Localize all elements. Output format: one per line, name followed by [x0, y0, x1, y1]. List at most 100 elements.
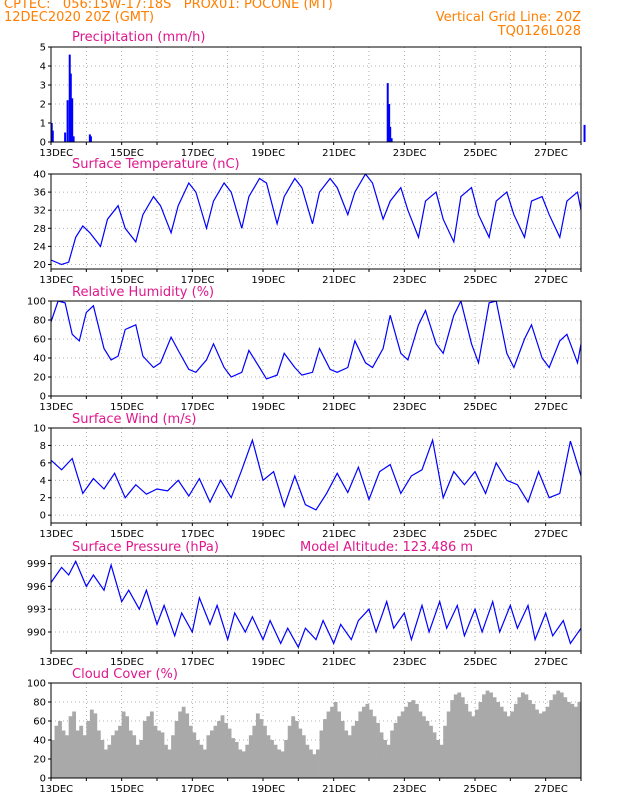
x-tick-label: 27DEC: [534, 275, 568, 286]
panel-title-humidity: Relative Humidity (%): [72, 285, 214, 300]
x-tick-label: 21DEC: [322, 529, 356, 540]
x-tick-label: 19DEC: [251, 275, 285, 286]
y-tick-label: 60: [33, 335, 46, 346]
x-tick-label: 17DEC: [181, 784, 215, 795]
panel-frame: [50, 682, 582, 779]
cloud-bar: [298, 728, 303, 778]
cloud-bar: [347, 735, 352, 778]
cloud-bar: [270, 740, 274, 778]
cloud-bar: [308, 749, 313, 778]
cloud-bar: [443, 725, 448, 778]
cloud-bar: [241, 751, 246, 778]
y-tick-label: 60: [33, 717, 46, 728]
cloud-bar: [365, 703, 370, 778]
y-tick-label: 28: [33, 224, 46, 235]
x-tick-label: 17DEC: [181, 275, 215, 286]
header-model-code: TQ0126L028: [497, 24, 581, 39]
cloud-bar: [61, 730, 66, 778]
cloud-bar: [326, 711, 331, 778]
panel-frame: [50, 300, 582, 397]
cloud-bar: [142, 721, 147, 778]
cloud-bar: [450, 700, 455, 778]
cloud-bar: [478, 702, 483, 778]
cloud-bar: [68, 716, 73, 778]
cloud-bar: [210, 730, 214, 778]
panel-title-wind: Surface Wind (m/s): [72, 412, 196, 427]
cloud-bar: [167, 749, 172, 778]
panel-wind: Surface Wind (m/s) 10 8 6 4 2 0 13DEC 15DEC 17DE…: [33, 412, 582, 540]
x-tick-label: 15DEC: [110, 148, 144, 159]
cloud-bar: [82, 735, 87, 778]
cloud-bar: [358, 711, 363, 778]
panel-frame: [50, 427, 582, 524]
x-tick-label: 23DEC: [393, 529, 427, 540]
y-tick-label: 100: [27, 297, 46, 308]
cloud-bar: [383, 740, 387, 778]
x-tick-label: 27DEC: [534, 402, 568, 413]
cloud-bar: [535, 709, 539, 778]
cloud-bar: [301, 735, 306, 778]
series-line-wind: [51, 437, 581, 511]
cloud-bar: [404, 706, 409, 778]
header-station-info: CPTEC: 056:15W-17:18S PROX01: POCONE (MT…: [4, 0, 333, 12]
cloud-bar: [58, 721, 62, 778]
y-tick-label: 5: [40, 43, 46, 54]
cloud-bar: [135, 744, 140, 778]
cloud-bar: [496, 702, 501, 778]
cloud-bar: [566, 702, 571, 778]
precip-bar: [72, 136, 75, 142]
cloud-bar: [153, 725, 158, 778]
cloud-bar: [414, 703, 419, 778]
x-tick-label: 21DEC: [322, 275, 356, 286]
x-tick-label: 27DEC: [534, 784, 568, 795]
cloud-bar: [369, 709, 373, 778]
y-tick-label: 24: [33, 242, 46, 253]
cloud-bar: [492, 697, 497, 778]
panel-title-temperature: Surface Temperature (nC): [72, 157, 240, 172]
cloud-bar: [259, 719, 264, 778]
cloud-bar: [234, 741, 239, 778]
y-tick-label: 0: [40, 511, 46, 522]
x-tick-label: 27DEC: [534, 657, 568, 668]
cloud-bar: [563, 697, 568, 778]
cloud-bar: [379, 732, 384, 778]
x-tick-label: 23DEC: [393, 402, 427, 413]
panel-title-pressure: Surface Pressure (hPa): [72, 540, 219, 555]
cloud-bar: [425, 721, 430, 778]
cloud-bar: [245, 744, 250, 778]
cloud-bar: [100, 740, 105, 778]
cloud-bar: [351, 725, 356, 778]
x-tick-label: 25DEC: [463, 529, 497, 540]
cloud-bar: [542, 711, 546, 778]
cloud-bar: [528, 700, 532, 778]
cloud-bar: [386, 744, 391, 778]
y-tick-label: 20: [33, 260, 46, 271]
x-tick-label: 23DEC: [393, 148, 427, 159]
cloud-bar: [333, 702, 338, 778]
cloud-bar: [411, 700, 416, 778]
cloud-bar: [337, 711, 342, 778]
precip-bar: [68, 54, 71, 142]
x-tick-label: 27DEC: [534, 529, 568, 540]
panel-pressure: Surface Pressure (hPa) Model Altitude: 1…: [27, 540, 582, 668]
cloud-bar: [213, 725, 218, 778]
cloud-bar: [287, 725, 292, 778]
cloud-bar: [453, 694, 458, 778]
precip-bar: [64, 132, 67, 142]
series-line-pressure: [51, 559, 581, 649]
x-tick-label: 25DEC: [463, 148, 497, 159]
panel-title-precipitation: Precipitation (mm/h): [72, 30, 205, 45]
x-tick-label: 17DEC: [181, 529, 215, 540]
y-tick-label: 40: [33, 354, 46, 365]
cloud-bar: [171, 735, 175, 778]
x-tick-label: 19DEC: [251, 402, 285, 413]
cloud-bar: [531, 703, 536, 778]
cloud-bar: [248, 735, 253, 778]
cloud-bar: [157, 730, 161, 778]
x-tick-label: 13DEC: [39, 148, 73, 159]
cloud-bar: [86, 721, 91, 778]
cloud-bar: [485, 690, 490, 778]
x-tick-label: 21DEC: [322, 657, 356, 668]
precip-bar: [88, 134, 91, 142]
